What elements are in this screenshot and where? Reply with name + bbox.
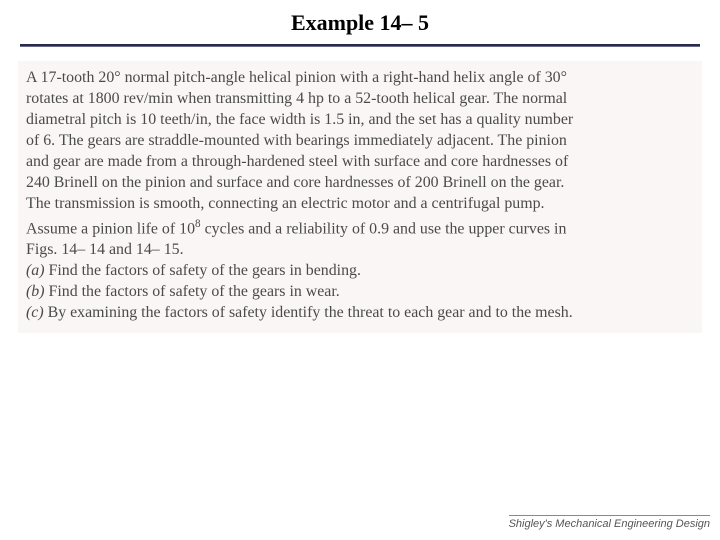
footer: Shigley's Mechanical Engineering Design: [509, 515, 710, 530]
title-region: Example 14– 5: [0, 0, 720, 36]
problem-line: The transmission is smooth, connecting a…: [26, 193, 694, 214]
problem-line: and gear are made from a through-hardene…: [26, 151, 694, 172]
part-text: Find the factors of safety of the gears …: [49, 283, 340, 300]
footer-rule: [509, 515, 710, 516]
problem-part: (c) By examining the factors of safety i…: [26, 302, 694, 323]
problem-line: rotates at 1800 rev/min when transmittin…: [26, 88, 694, 109]
part-text: Find the factors of safety of the gears …: [49, 262, 361, 279]
problem-line: of 6. The gears are straddle-mounted wit…: [26, 130, 694, 151]
problem-part: (a) Find the factors of safety of the ge…: [26, 260, 694, 281]
problem-line: Assume a pinion life of 108 cycles and a…: [26, 214, 694, 239]
problem-line: A 17-tooth 20° normal pitch-angle helica…: [26, 67, 694, 88]
problem-line: 240 Brinell on the pinion and surface an…: [26, 172, 694, 193]
part-label: (c): [26, 304, 48, 321]
footer-text: Shigley's Mechanical Engineering Design: [509, 518, 710, 530]
slide: Example 14– 5 A 17-tooth 20° normal pitc…: [0, 0, 720, 540]
problem-line: Figs. 14– 14 and 14– 15.: [26, 239, 694, 260]
problem-statement: A 17-tooth 20° normal pitch-angle helica…: [18, 61, 702, 333]
part-label: (a): [26, 262, 49, 279]
problem-part: (b) Find the factors of safety of the ge…: [26, 281, 694, 302]
part-label: (b): [26, 283, 49, 300]
problem-line: diametral pitch is 10 teeth/in, the face…: [26, 109, 694, 130]
slide-title: Example 14– 5: [291, 10, 429, 36]
part-text: By examining the factors of safety ident…: [48, 304, 573, 321]
title-underline: [20, 44, 700, 47]
